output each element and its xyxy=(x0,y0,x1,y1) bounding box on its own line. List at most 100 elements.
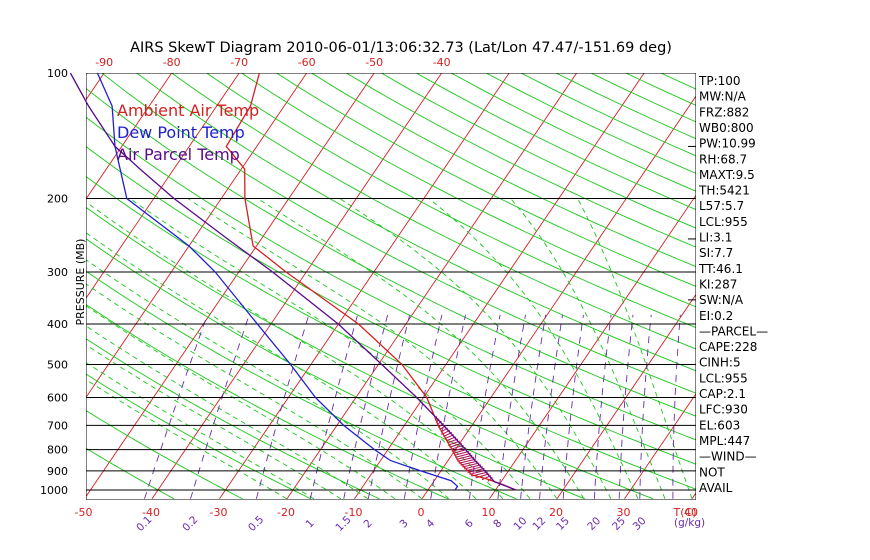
cape-hatch-line xyxy=(458,458,476,464)
bottom-tick-label: 20 xyxy=(549,506,563,519)
bottom-tick-label: 0 xyxy=(417,506,424,519)
pressure-tick-label: 900 xyxy=(47,465,68,478)
isotherm-line xyxy=(421,95,696,500)
isotherm-line xyxy=(624,392,696,500)
index-entry: L57:5.7 xyxy=(699,199,744,213)
dry-adiabat-line xyxy=(346,73,696,248)
isotherm-line xyxy=(286,73,578,500)
moist-adiabat-line xyxy=(257,198,585,500)
bottom-tick-label: -10 xyxy=(345,506,363,519)
mixing-ratio-line xyxy=(144,314,208,499)
index-entry: —PARCEL— xyxy=(699,324,768,338)
isotherm-line xyxy=(219,73,510,500)
mixing-ratio-label: 8 xyxy=(491,517,504,530)
dry-adiabat-line xyxy=(276,73,696,287)
dry-adiabat-line xyxy=(86,206,654,500)
index-entry: MAXT:9.5 xyxy=(699,168,755,182)
index-entry: CAPE:228 xyxy=(699,340,757,354)
mixing-ratio-label: 12 xyxy=(530,515,548,533)
top-tick-label: -70 xyxy=(230,56,248,69)
cape-hatch-area xyxy=(426,398,505,486)
isotherm-line xyxy=(760,64,870,499)
mixing-ratio-line xyxy=(497,314,526,499)
chart-title: AIRS SkewT Diagram 2010-06-01/13:06:32.7… xyxy=(130,40,672,56)
index-entry: MW:N/A xyxy=(699,90,747,104)
dry-adiabat-line xyxy=(485,73,696,174)
legend-entry: Ambient Air Temp xyxy=(117,101,259,120)
index-entry: CAP:2.1 xyxy=(699,387,746,401)
cape-hatch-line xyxy=(469,469,487,475)
dry-adiabat-line xyxy=(415,73,696,211)
legend-entry: Air Parcel Temp xyxy=(117,145,240,164)
mixing-ratio-line xyxy=(468,314,501,499)
pressure-axis: 100 200 300 400 500 600 700 800 900 1000 xyxy=(40,67,68,497)
mixing-ratio-label: 2 xyxy=(362,517,375,530)
dry-adiabat-line xyxy=(86,447,175,500)
moist-adiabat-line xyxy=(339,198,612,500)
moist-adiabat-line xyxy=(86,344,342,500)
dry-adiabat-line xyxy=(86,238,585,500)
pressure-tick-label: 200 xyxy=(47,193,68,206)
dry-adiabat-line xyxy=(136,73,696,372)
mixing-ratio-line xyxy=(639,314,652,499)
dry-adiabat-line xyxy=(86,410,243,500)
mixing-ratio-label: 0.2 xyxy=(180,514,200,534)
index-entry: LCL:955 xyxy=(699,371,748,385)
cape-hatch-line xyxy=(475,473,490,479)
index-entry: MPL:447 xyxy=(699,434,750,448)
index-entry: EL:603 xyxy=(699,418,740,432)
mixing-ratio-line xyxy=(367,314,411,499)
cape-hatch-line xyxy=(463,464,482,470)
bottom-tick-label: 40 xyxy=(684,506,698,519)
index-entry: PW:10.99 xyxy=(699,137,756,151)
bottom-temperature-axis: -50 -40 -30 -20 -10 0 10 20 30 40T(C) xyxy=(75,506,698,519)
index-entry: TH:5421 xyxy=(698,184,750,198)
legend-entry: Dew Point Temp xyxy=(117,123,245,142)
moist-adiabat-line xyxy=(86,259,450,500)
index-entry: LI:3.1 xyxy=(699,231,732,245)
mixing-ratio-line xyxy=(593,314,612,499)
mixing-ratio-label: 6 xyxy=(463,517,476,530)
index-entry: CINH:5 xyxy=(699,356,741,370)
dry-adiabat-line xyxy=(86,145,696,465)
bottom-tick-label: -50 xyxy=(75,506,93,519)
dry-adiabat-line xyxy=(241,73,696,308)
isotherm-line xyxy=(354,73,645,500)
index-entry: TT:46.1 xyxy=(698,262,743,276)
series-line xyxy=(225,72,517,491)
cape-hatch-line xyxy=(454,450,470,456)
index-entry: SW:N/A xyxy=(699,293,744,307)
index-entry: SI:7.7 xyxy=(699,246,733,260)
dry-adiabat-line xyxy=(86,373,312,500)
mixing-ratio-line xyxy=(430,314,467,499)
mixing-ratio-label: 4 xyxy=(424,517,437,530)
index-entry: AVAIL xyxy=(699,481,733,495)
bottom-tick-label: 10 xyxy=(481,506,495,519)
isotherm-line xyxy=(556,293,696,500)
moist-adiabat-line xyxy=(86,305,396,500)
index-entry: WB0:800 xyxy=(699,121,754,135)
cape-hatch-line xyxy=(456,454,473,460)
dry-adiabat-line xyxy=(101,73,696,394)
index-entry: LFC:930 xyxy=(699,403,748,417)
mixing-ratio-label: 1 xyxy=(304,517,317,530)
mixing-ratio-line xyxy=(190,314,250,499)
moist-adiabat-line xyxy=(428,198,639,500)
isotherm-line xyxy=(0,64,43,499)
pressure-tick-label: 700 xyxy=(47,419,68,432)
pressure-tick-label: 600 xyxy=(47,391,68,404)
cape-hatch-line xyxy=(451,446,466,452)
bottom-tick-label: -30 xyxy=(210,506,228,519)
top-tick-label: -80 xyxy=(163,56,181,69)
index-entry: LCL:955 xyxy=(699,215,748,229)
series-line xyxy=(69,72,517,491)
series-line xyxy=(96,72,459,491)
index-entry: RH:68.7 xyxy=(699,152,747,166)
sounding-profiles xyxy=(69,72,517,491)
index-entry: NOT xyxy=(699,465,725,479)
cape-outline xyxy=(426,398,505,486)
cape-hatch-line xyxy=(455,452,471,458)
legend: Ambient Air Temp Dew Point Temp Air Parcel… xyxy=(117,101,259,164)
